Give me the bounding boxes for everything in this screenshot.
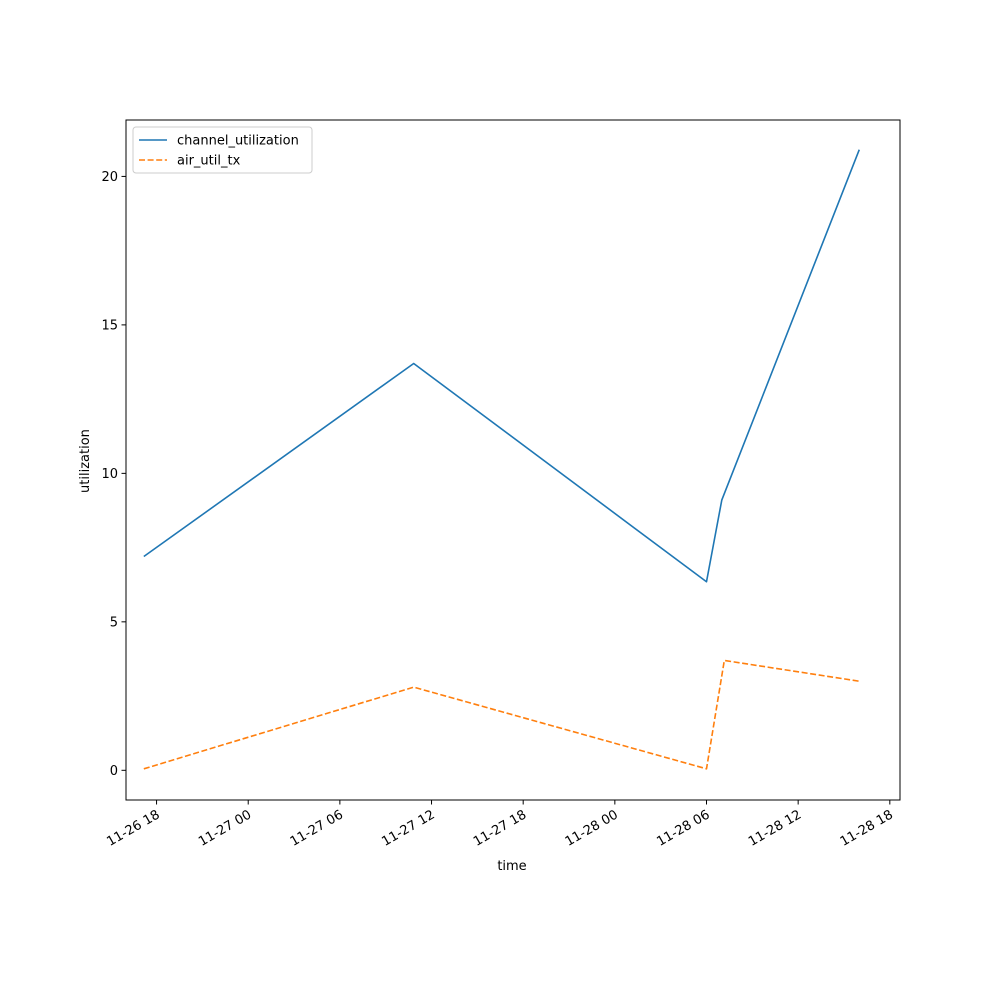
axes-frame: [125, 119, 901, 801]
x-tick-label: 11-27 06: [288, 807, 346, 849]
legend-entry-air_util_tx: air_util_tx: [177, 154, 241, 169]
y-tick-label: 0: [110, 764, 118, 779]
series-line-channel_utilization: [143, 149, 861, 583]
y-tick-label: 10: [101, 467, 118, 482]
x-tick-label: 11-28 12: [746, 807, 804, 849]
y-axis-label: utilization: [78, 429, 93, 493]
x-tick-label: 11-28 00: [563, 807, 621, 849]
x-tick-label: 11-26 18: [104, 807, 162, 849]
x-tick-label: 11-27 00: [196, 807, 254, 849]
x-tick-label: 11-27 12: [379, 807, 437, 849]
series-layer: [143, 149, 861, 770]
legend: channel_utilization air_util_tx: [132, 126, 313, 174]
y-tick-label: 15: [101, 318, 118, 333]
y-tick-label: 20: [101, 170, 118, 185]
series-line-air_util_tx: [143, 659, 860, 770]
y-tick-label: 5: [110, 615, 118, 630]
x-tick-label: 11-28 06: [654, 807, 712, 849]
legend-box: [132, 126, 313, 174]
x-tick-label: 11-27 18: [471, 807, 529, 849]
axes-layer: 0 5 10 15 20 11-26 18 11-27 00 11-27 06 11-27 12…: [101, 119, 901, 850]
x-tick-label: 11-28 18: [838, 807, 896, 849]
legend-entry-channel_utilization: channel_utilization: [177, 134, 299, 149]
x-axis-label: time: [497, 859, 526, 874]
